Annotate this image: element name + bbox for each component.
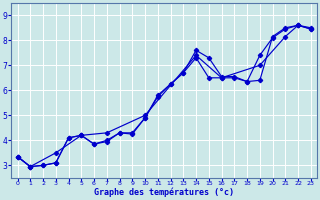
X-axis label: Graphe des températures (°c): Graphe des températures (°c): [94, 188, 234, 197]
